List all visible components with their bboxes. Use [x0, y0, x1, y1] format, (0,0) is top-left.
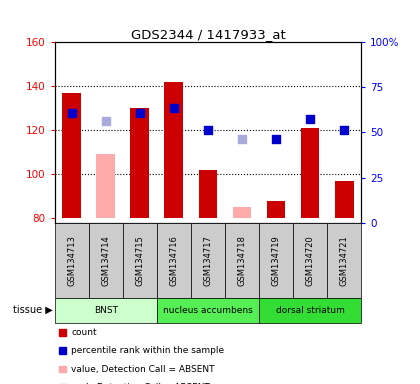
Text: tissue ▶: tissue ▶ — [13, 305, 52, 315]
Text: GSM134717: GSM134717 — [203, 235, 213, 286]
Point — [68, 109, 75, 116]
Text: percentile rank within the sample: percentile rank within the sample — [71, 346, 225, 355]
Text: nucleus accumbens: nucleus accumbens — [163, 306, 253, 314]
Text: BNST: BNST — [94, 306, 118, 314]
Text: count: count — [71, 328, 97, 337]
Point — [239, 136, 245, 142]
Text: dorsal striatum: dorsal striatum — [276, 306, 344, 314]
Point — [136, 109, 143, 116]
Point — [102, 118, 109, 124]
Bar — [335, 181, 354, 218]
Title: GDS2344 / 1417933_at: GDS2344 / 1417933_at — [131, 28, 285, 41]
Text: GSM134720: GSM134720 — [306, 235, 315, 286]
Bar — [267, 201, 286, 218]
Text: rank, Detection Call = ABSENT: rank, Detection Call = ABSENT — [71, 383, 210, 384]
Point — [307, 116, 313, 122]
Point — [273, 136, 279, 142]
Bar — [199, 170, 217, 218]
Text: GSM134715: GSM134715 — [135, 235, 144, 286]
Bar — [233, 207, 251, 218]
Point — [341, 127, 347, 133]
Bar — [165, 82, 183, 218]
Bar — [96, 154, 115, 218]
Text: GSM134713: GSM134713 — [67, 235, 76, 286]
Text: value, Detection Call = ABSENT: value, Detection Call = ABSENT — [71, 364, 215, 374]
Bar — [62, 93, 81, 218]
Text: GSM134719: GSM134719 — [272, 235, 281, 286]
Point — [171, 105, 177, 111]
Text: GSM134714: GSM134714 — [101, 235, 110, 286]
Bar — [301, 128, 320, 218]
Text: GSM134718: GSM134718 — [237, 235, 247, 286]
Bar — [130, 108, 149, 218]
Text: GSM134716: GSM134716 — [169, 235, 178, 286]
Point — [205, 127, 211, 133]
Text: GSM134721: GSM134721 — [340, 235, 349, 286]
